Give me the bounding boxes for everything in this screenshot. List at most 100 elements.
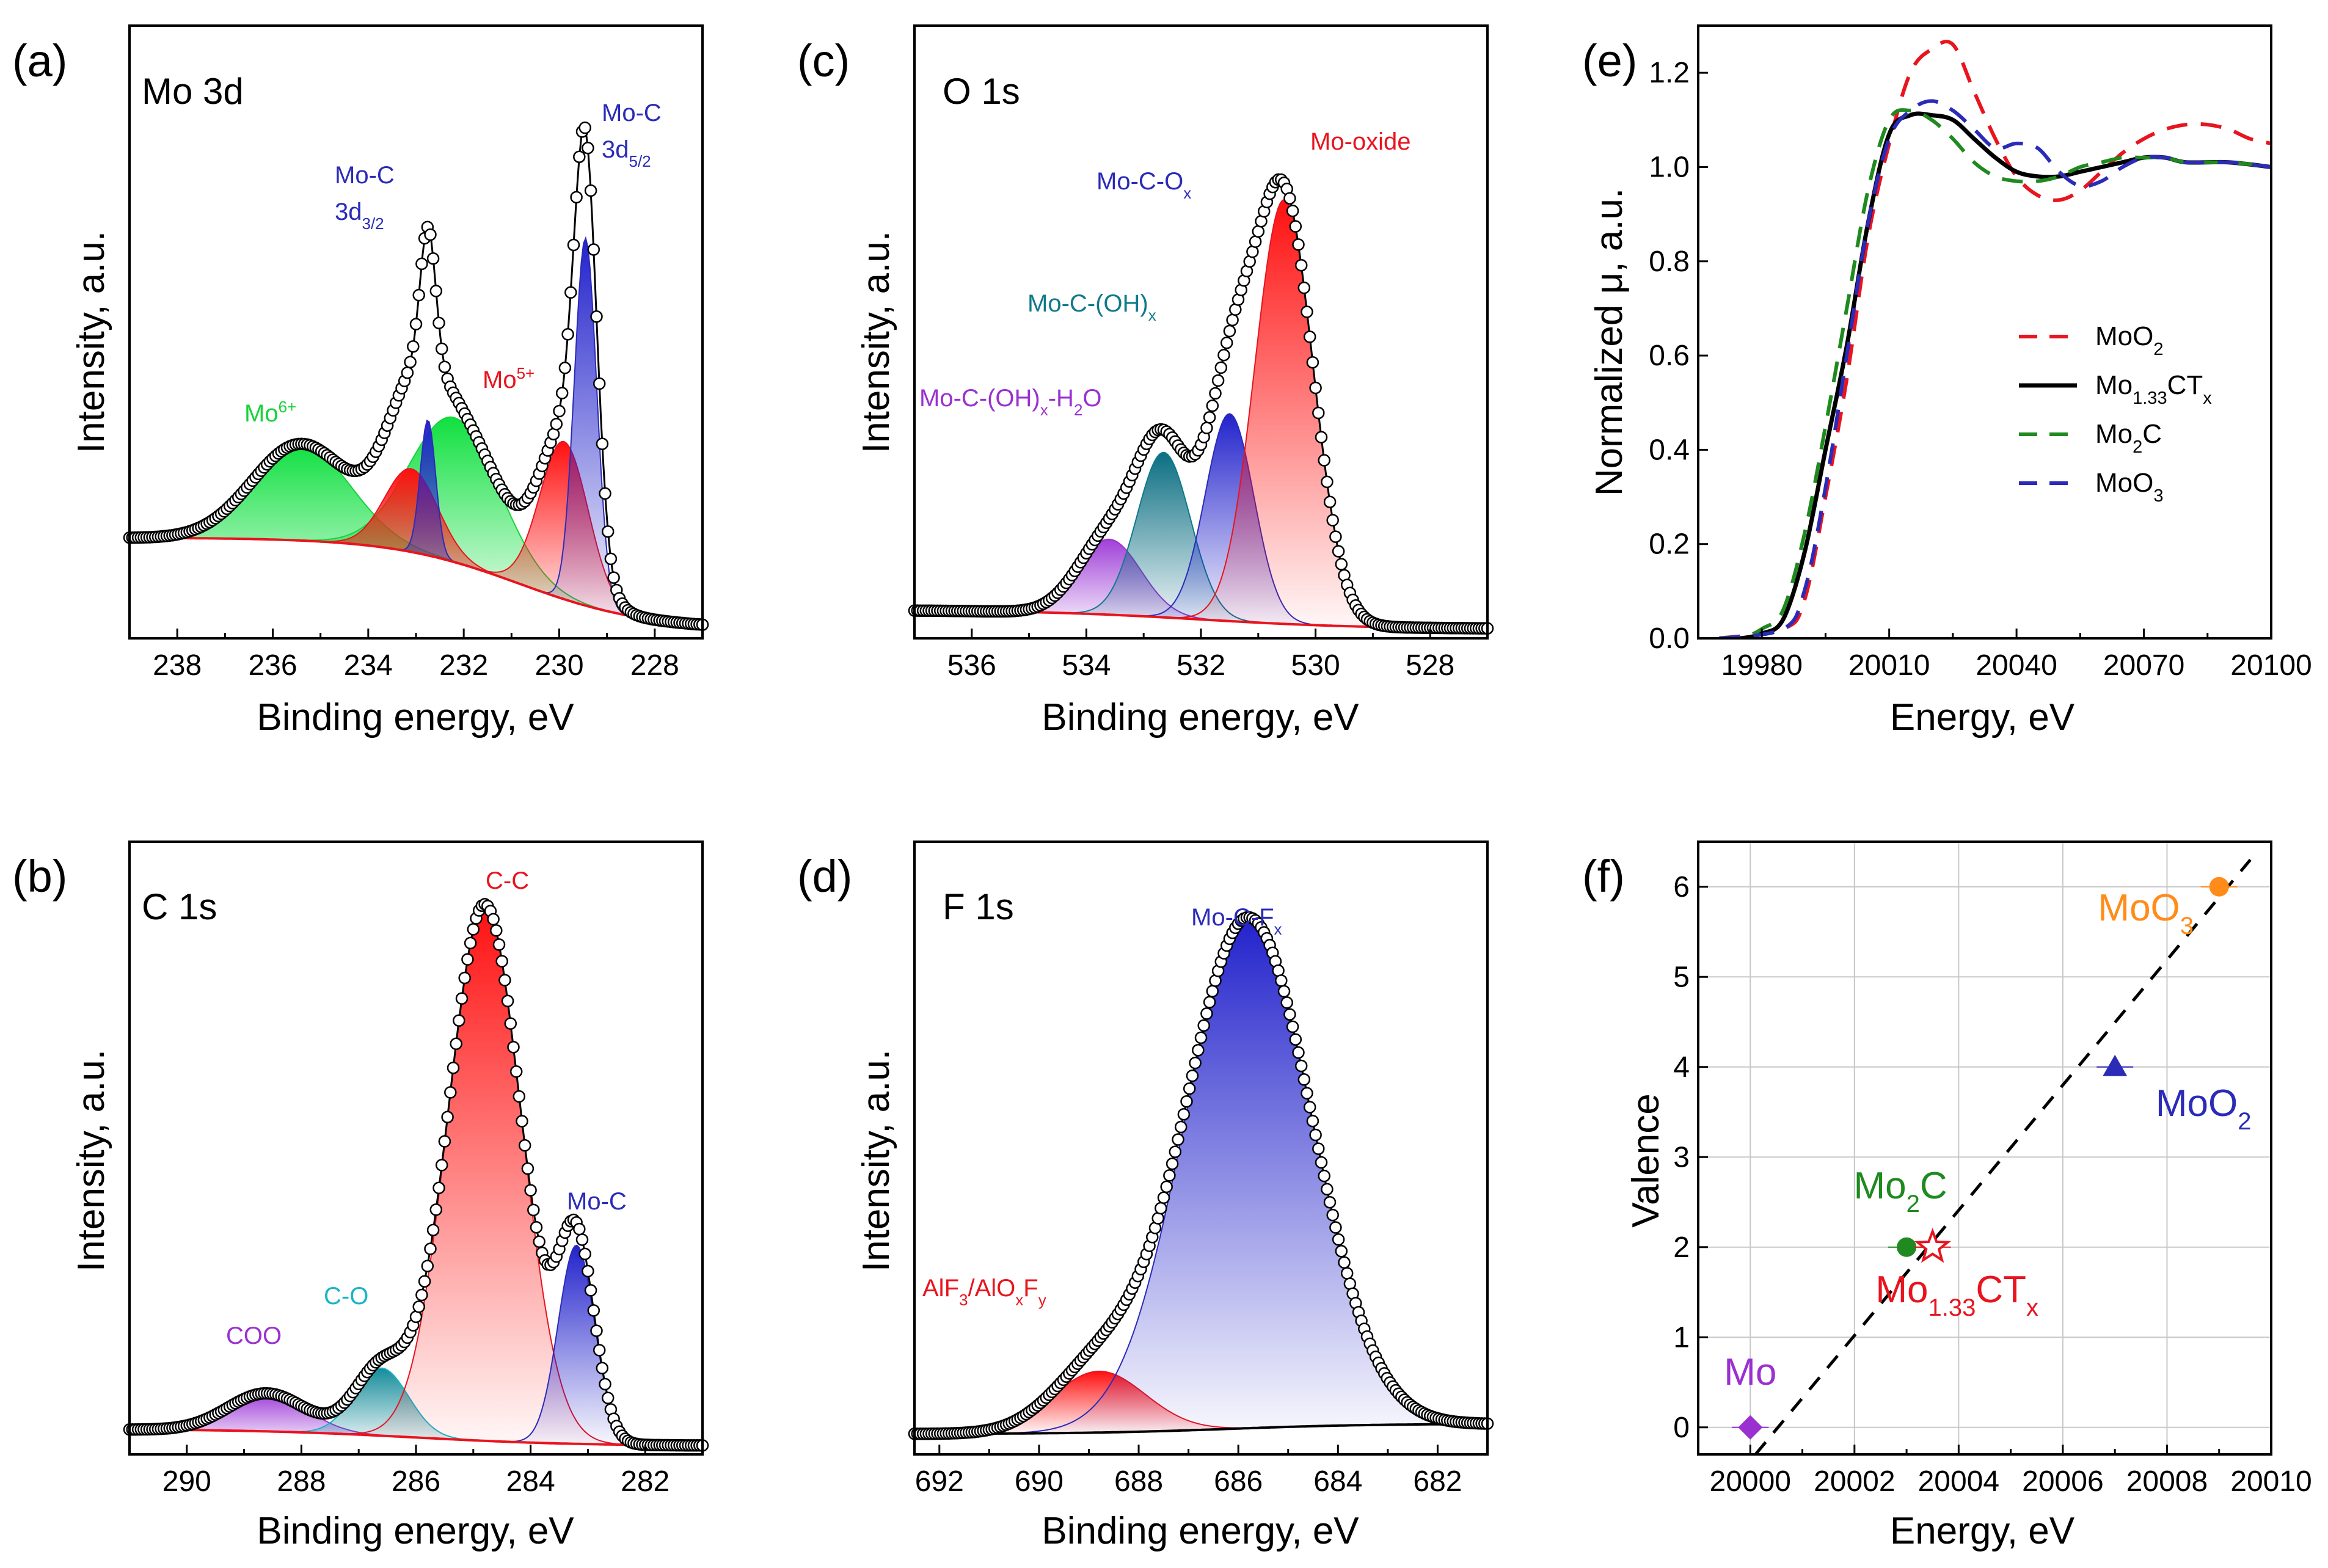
point-label-moo2-part: MoO bbox=[2156, 1082, 2238, 1125]
y-tick-label: 5 bbox=[1673, 961, 1690, 993]
data-point bbox=[444, 1086, 457, 1099]
data-point bbox=[1169, 1145, 1182, 1158]
label-c-c: C-C bbox=[486, 867, 529, 894]
label-alf3-aloxfy: AlF3/AlOxFy bbox=[922, 1275, 1046, 1309]
data-point bbox=[1301, 1087, 1313, 1100]
point-label-moo3: MoO3 bbox=[2098, 887, 2194, 939]
panel-c-title: O 1s bbox=[943, 71, 1020, 112]
data-point bbox=[1186, 1069, 1199, 1082]
data-point bbox=[426, 1223, 440, 1236]
x-tick-label: 20010 bbox=[1848, 649, 1930, 682]
x-tick-label: 20100 bbox=[2230, 649, 2312, 682]
plot-frame bbox=[1697, 24, 2272, 640]
background-line bbox=[130, 1428, 703, 1447]
legend-label-mo1-33ctx-part: x bbox=[2203, 388, 2212, 408]
x-tick-label: 228 bbox=[630, 649, 679, 682]
data-point bbox=[1189, 1056, 1202, 1070]
point-label-mo: Mo bbox=[1724, 1351, 1776, 1393]
x-tick-label: 682 bbox=[1413, 1465, 1462, 1498]
data-point bbox=[513, 1090, 526, 1103]
y-tick-label: 1 bbox=[1673, 1321, 1690, 1354]
panel-b-xlabel: Binding energy, eV bbox=[257, 1510, 574, 1552]
panel-letter-d: (d) bbox=[797, 851, 852, 902]
panel-letter-f: (f) bbox=[1582, 851, 1625, 902]
label-alf3-aloxfy-part: x bbox=[1015, 1291, 1023, 1309]
y-tick-label: 1.2 bbox=[1649, 57, 1690, 89]
data-point bbox=[438, 1135, 451, 1148]
data-point bbox=[441, 1110, 454, 1123]
data-point bbox=[447, 1061, 460, 1074]
point-label-mo1-33ctx-part: CT bbox=[1976, 1269, 2026, 1311]
legend-label-moo2-part: MoO bbox=[2095, 321, 2153, 351]
panel-a-title: Mo 3d bbox=[142, 71, 244, 112]
legend-label-mo2c-part: 2 bbox=[2133, 437, 2142, 457]
data-point bbox=[1309, 381, 1322, 395]
data-point bbox=[455, 992, 469, 1005]
x-tick-label: 688 bbox=[1114, 1465, 1163, 1498]
data-point bbox=[601, 1391, 615, 1404]
data-point bbox=[1329, 530, 1342, 543]
series-moo2 bbox=[1719, 40, 2271, 638]
x-tick-label: 232 bbox=[439, 649, 488, 682]
label-mo-c-oh-x: Mo-C-(OH)x bbox=[1027, 290, 1156, 324]
data-point bbox=[429, 1203, 443, 1216]
data-point bbox=[584, 184, 597, 197]
peak-fill-c-c bbox=[130, 904, 702, 1446]
marker-moo2 bbox=[2103, 1054, 2128, 1076]
data-point bbox=[1289, 1033, 1302, 1046]
x-tick-label: 236 bbox=[248, 649, 297, 682]
data-point bbox=[1318, 1169, 1330, 1183]
data-point bbox=[1315, 1156, 1328, 1169]
data-point bbox=[1326, 514, 1339, 527]
data-point bbox=[1312, 406, 1325, 420]
label-mo-c-oh-x-h2o: Mo-C-(OH)x-H2O bbox=[919, 385, 1102, 419]
x-tick-label: 534 bbox=[1062, 649, 1111, 682]
point-label-mo2c: Mo2C bbox=[1854, 1165, 1947, 1217]
data-point bbox=[1174, 1120, 1188, 1134]
label-alf3-aloxfy-part: AlF bbox=[922, 1275, 959, 1302]
data-point bbox=[1292, 238, 1305, 251]
point-label-moo3-part: MoO bbox=[2098, 887, 2180, 929]
label-mo-c-ox-part: x bbox=[1183, 184, 1191, 202]
x-tick-label: 282 bbox=[621, 1465, 670, 1498]
data-point bbox=[1177, 1107, 1191, 1121]
data-point bbox=[1332, 1233, 1345, 1246]
data-point bbox=[1214, 361, 1228, 374]
data-point bbox=[1326, 1208, 1339, 1222]
panel-d-xlabel: Binding energy, eV bbox=[1042, 1510, 1359, 1552]
panel-letter-b: (b) bbox=[12, 851, 67, 902]
x-tick-label: 284 bbox=[506, 1465, 555, 1498]
data-point bbox=[498, 974, 511, 986]
data-point bbox=[1306, 1114, 1319, 1128]
data-point bbox=[530, 1220, 543, 1234]
data-point bbox=[1200, 421, 1213, 434]
data-point bbox=[1321, 1183, 1334, 1196]
panel-d-title: F 1s bbox=[943, 886, 1014, 927]
data-point bbox=[1329, 1221, 1342, 1234]
panel-d-ylabel: Intensity, a.u. bbox=[855, 1049, 897, 1272]
x-tick-label: 288 bbox=[277, 1465, 326, 1498]
label-coo-part: COO bbox=[226, 1322, 282, 1349]
x-tick-label: 230 bbox=[535, 649, 583, 682]
panel-f-xlabel: Energy, eV bbox=[1890, 1510, 2075, 1552]
marker-moo3 bbox=[2209, 877, 2229, 897]
data-point bbox=[1206, 399, 1219, 412]
point-label-mo2c-part: 2 bbox=[1907, 1191, 1920, 1217]
point-label-mo2c-part: C bbox=[1920, 1165, 1947, 1207]
series-mo2c bbox=[1719, 108, 2271, 638]
data-point bbox=[578, 1247, 591, 1261]
data-point bbox=[1206, 985, 1219, 997]
data-point bbox=[1338, 1256, 1351, 1269]
data-point bbox=[1312, 1142, 1325, 1155]
label-mo5-: Mo5+ bbox=[483, 364, 535, 393]
peak-fill-mo-c-3d3-2 bbox=[130, 420, 702, 625]
y-tick-label: 0 bbox=[1673, 1412, 1690, 1444]
panel-f-ylabel: Valence bbox=[1625, 1093, 1667, 1227]
data-point bbox=[1163, 1169, 1176, 1182]
label-alf3-aloxfy-part: 3 bbox=[959, 1291, 968, 1309]
y-tick-label: 2 bbox=[1673, 1231, 1690, 1264]
label-mo-c-oh-x-part: x bbox=[1148, 306, 1156, 324]
data-point bbox=[533, 1235, 546, 1248]
data-point bbox=[607, 571, 620, 584]
data-point bbox=[1303, 330, 1316, 343]
